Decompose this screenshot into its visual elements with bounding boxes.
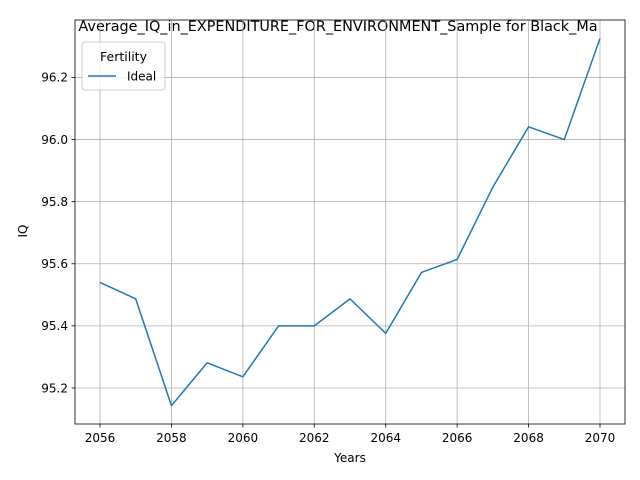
x-tick-label: 2066 [442,431,473,445]
series-line-ideal [99,38,601,407]
x-tick-label: 2068 [513,431,544,445]
y-axis: 95.2 95.4 95.6 95.8 96.0 96.2 [41,71,75,395]
grid [75,20,625,424]
x-tick-label: 2062 [299,431,330,445]
x-tick-label: 2064 [370,431,401,445]
x-axis: 2056 2058 2060 2062 2064 2066 2068 2070 [85,424,616,445]
x-tick-label: 2056 [85,431,116,445]
x-tick-label: 2058 [156,431,187,445]
chart-title: Average_IQ_in_EXPENDITURE_FOR_ENVIRONMEN… [78,19,597,35]
axes-frame [74,19,626,425]
y-tick-label: 95.6 [41,257,68,271]
x-tick-label: 2070 [585,431,616,445]
legend-title: Fertility [100,49,148,64]
legend: Fertility Ideal [81,41,166,91]
y-tick-label: 96.0 [41,133,68,147]
y-axis-label: IQ [16,225,30,238]
legend-box [81,41,166,91]
x-axis-label: Years [333,451,366,465]
y-tick-label: 95.4 [41,319,68,333]
plot-area [74,19,626,425]
legend-label-ideal: Ideal [127,70,156,84]
y-tick-label: 95.2 [41,381,68,395]
y-tick-label: 96.2 [41,71,68,85]
series-layer [99,38,601,407]
y-tick-label: 95.8 [41,195,68,209]
x-tick-label: 2060 [228,431,259,445]
